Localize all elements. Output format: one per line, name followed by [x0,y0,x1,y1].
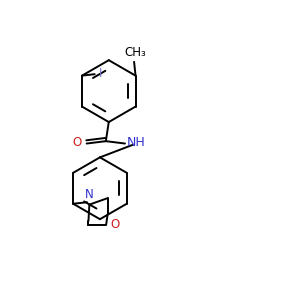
Text: O: O [111,218,120,231]
Text: N: N [85,188,94,201]
Text: I: I [99,67,102,80]
Text: CH₃: CH₃ [124,46,146,59]
Text: NH: NH [127,136,146,149]
Text: O: O [72,136,81,149]
